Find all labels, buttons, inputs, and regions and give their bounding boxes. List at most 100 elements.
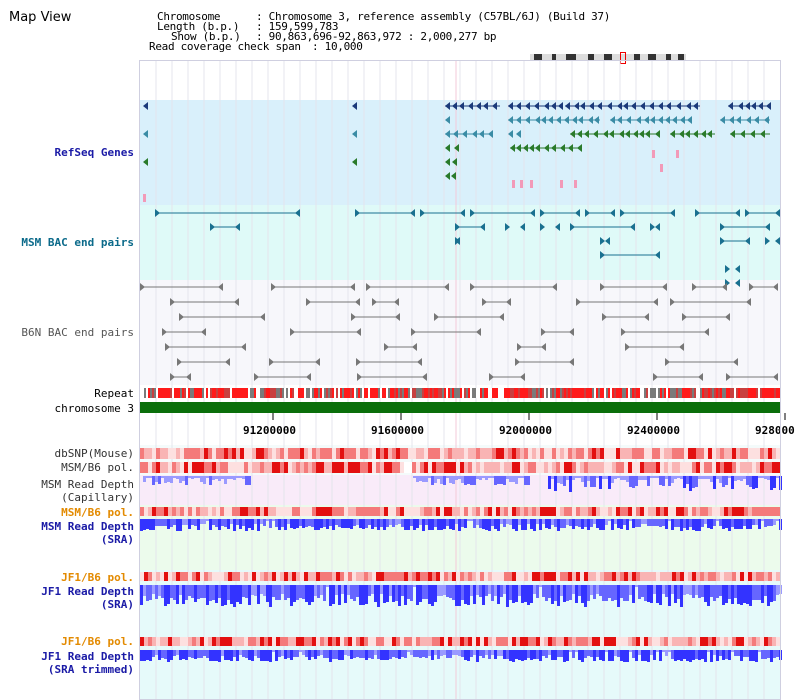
jf1-trimmed-depth-bar <box>383 650 386 660</box>
repeat-segment <box>374 388 376 398</box>
b6n-end <box>372 298 377 306</box>
jf1-trimmed-depth-bar <box>404 650 407 658</box>
msm-capillary-depth-bar <box>605 476 608 479</box>
jf1-sra-depth-bar <box>671 585 674 594</box>
jf1-sra-depth-bar <box>146 585 149 601</box>
repeat-segment <box>350 388 352 398</box>
pol-cell <box>576 572 580 581</box>
msm-capillary-depth-bar <box>644 476 647 480</box>
jf1-trimmed-depth-bar <box>506 650 509 659</box>
pol-cell <box>632 448 636 459</box>
bac-end <box>655 223 660 231</box>
repeat-segment <box>190 388 192 398</box>
repeat-segment <box>338 388 340 398</box>
pol-cell <box>676 462 680 473</box>
jf1-sra-depth-bar <box>506 585 509 607</box>
repeat-segment <box>452 388 454 398</box>
pol-cell <box>368 448 372 459</box>
pol-cell <box>300 448 304 459</box>
pol-cell <box>544 448 548 459</box>
track-label-b6n-bac[interactable]: B6N BAC end pairs <box>21 326 134 339</box>
pol-cell <box>260 572 264 581</box>
msm-sra-depth-bar <box>470 519 473 521</box>
axis-tick-label: 91200000 <box>243 424 296 437</box>
pol-cell <box>536 507 540 516</box>
repeat-segment <box>236 388 238 398</box>
pol-cell <box>272 462 276 473</box>
b6n-end <box>476 328 481 336</box>
repeat-segment <box>492 388 494 398</box>
jf1-sra-depth-bar <box>716 585 719 598</box>
repeat-segment <box>384 388 386 398</box>
pol-cell <box>336 462 340 473</box>
jf1-sra-depth-bar <box>149 585 152 600</box>
pol-cell <box>512 572 516 581</box>
repeat-segment <box>548 388 550 398</box>
msm-capillary-depth-bar <box>446 476 449 478</box>
pol-cell <box>604 637 608 646</box>
pol-cell <box>384 572 388 581</box>
pol-cell <box>308 572 312 581</box>
pol-cell <box>444 507 448 516</box>
pol-cell <box>696 507 700 516</box>
pol-cell <box>276 448 280 459</box>
jf1-sra-depth-bar <box>170 585 173 598</box>
jf1-trimmed-depth-bar <box>446 650 449 658</box>
repeat-segment <box>622 388 624 398</box>
msm-sra-depth-bar <box>617 519 620 528</box>
msm-sra-depth-bar <box>245 519 248 531</box>
msm-capillary-depth-bar <box>416 476 419 482</box>
pol-cell <box>592 448 596 459</box>
msm-capillary-depth-bar <box>701 476 704 479</box>
msm-capillary-depth-bar <box>665 476 668 479</box>
pol-cell <box>616 462 620 473</box>
pol-cell <box>656 637 660 646</box>
msm-sra-depth-bar <box>737 519 740 529</box>
pol-cell <box>208 507 212 516</box>
repeat-segment <box>468 388 470 398</box>
pol-cell <box>520 572 524 581</box>
jf1-trimmed-depth-bar <box>656 650 659 652</box>
pol-cell <box>600 448 604 459</box>
pol-cell <box>184 637 188 646</box>
jf1-sra-depth-bar <box>152 585 155 594</box>
jf1-sra-depth-bar <box>356 585 359 597</box>
track-label-refseq-genes[interactable]: RefSeq Genes <box>54 146 134 159</box>
pol-cell <box>340 462 344 473</box>
jf1-trimmed-depth-bar <box>545 650 548 658</box>
jf1-sra-depth-bar <box>761 585 764 603</box>
repeat-segment <box>286 388 288 398</box>
b6n-end <box>625 343 630 351</box>
jf1-trimmed-depth-bar <box>626 650 629 662</box>
chromosome-ideogram[interactable] <box>530 52 686 64</box>
bac-end <box>620 209 625 217</box>
pol-cell <box>608 462 612 473</box>
pol-cell <box>748 637 752 646</box>
msm-capillary-depth-bar <box>554 476 557 491</box>
jf1-sra-depth-bar <box>767 585 770 606</box>
pol-cell <box>520 507 524 516</box>
jf1-trimmed-depth-bar <box>608 650 611 661</box>
pol-cell <box>284 462 288 473</box>
pol-cell <box>300 507 304 516</box>
jf1-trimmed-depth-bar <box>575 650 578 652</box>
pol-cell <box>268 462 272 473</box>
jf1-trimmed-depth-bar <box>470 650 473 657</box>
pol-cell <box>144 462 148 473</box>
pol-cell <box>632 507 636 516</box>
jf1-trimmed-depth-bar <box>284 650 287 659</box>
pol-cell <box>256 637 260 646</box>
track-label-msm-bac[interactable]: MSM BAC end pairs <box>21 236 134 249</box>
jf1-sra-depth-bar <box>197 585 200 599</box>
msm-sra-depth-bar <box>164 519 167 526</box>
pol-cell <box>684 637 688 646</box>
pol-cell <box>308 507 312 516</box>
jf1-sra-depth-bar <box>350 585 353 599</box>
msm-capillary-depth-bar <box>734 476 737 481</box>
repeat-segment <box>698 388 700 398</box>
repeat-segment <box>598 388 600 398</box>
pol-cell <box>652 462 656 473</box>
pol-cell <box>176 462 180 473</box>
jf1-trimmed-depth-bar <box>452 650 455 655</box>
